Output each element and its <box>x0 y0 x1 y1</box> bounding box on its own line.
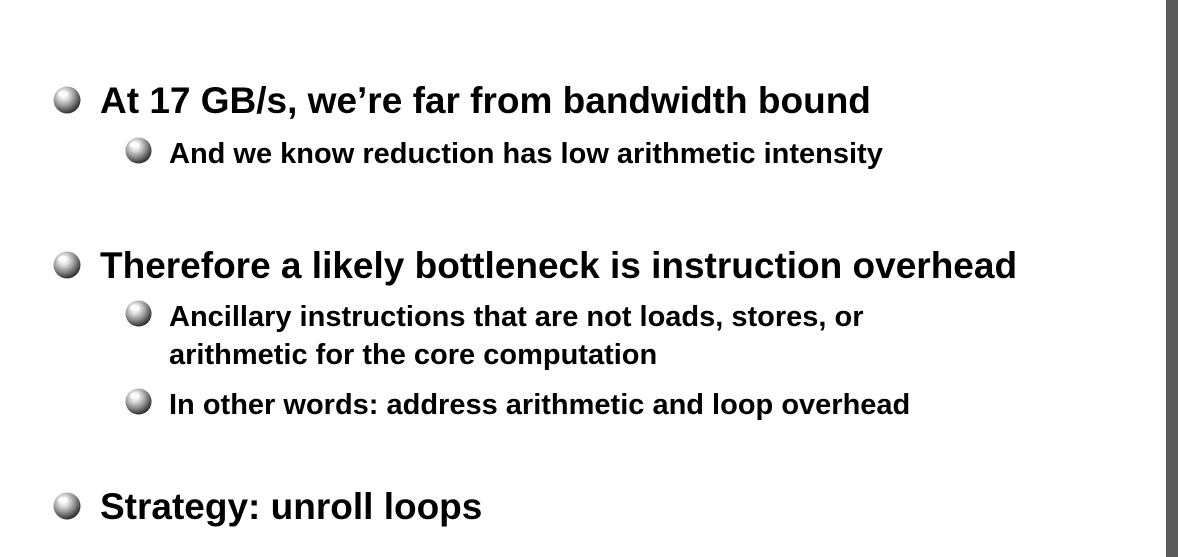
sub-bullet-text: Ancillary instructions that are not load… <box>169 298 864 374</box>
sub-bullet-line: And we know reduction has low arithmetic… <box>169 138 883 170</box>
sub-bullet-line: Ancillary instructions that are not load… <box>169 301 864 333</box>
sphere-bullet-icon <box>52 491 82 521</box>
sphere-bullet-icon <box>52 85 82 115</box>
sphere-bullet-icon <box>124 136 153 165</box>
sphere-bullet-icon <box>52 250 82 280</box>
sphere-bullet-icon <box>124 299 153 328</box>
sub-bullet-line: In other words: address arithmetic and l… <box>169 389 911 421</box>
bullet-text: Therefore a likely bottleneck is instruc… <box>100 245 1018 286</box>
sub-bullet-text: And we know reduction has low arithmetic… <box>169 135 883 173</box>
sub-bullet-text: In other words: address arithmetic and l… <box>169 386 910 424</box>
window-edge-bar <box>1166 0 1178 557</box>
bullet-text: At 17 GB/s, we’re far from bandwidth bou… <box>100 80 871 121</box>
sphere-bullet-icon <box>124 387 153 416</box>
bullet-text: Strategy: unroll loops <box>100 486 483 527</box>
sub-bullet-line: arithmetic for the core computation <box>169 339 658 371</box>
